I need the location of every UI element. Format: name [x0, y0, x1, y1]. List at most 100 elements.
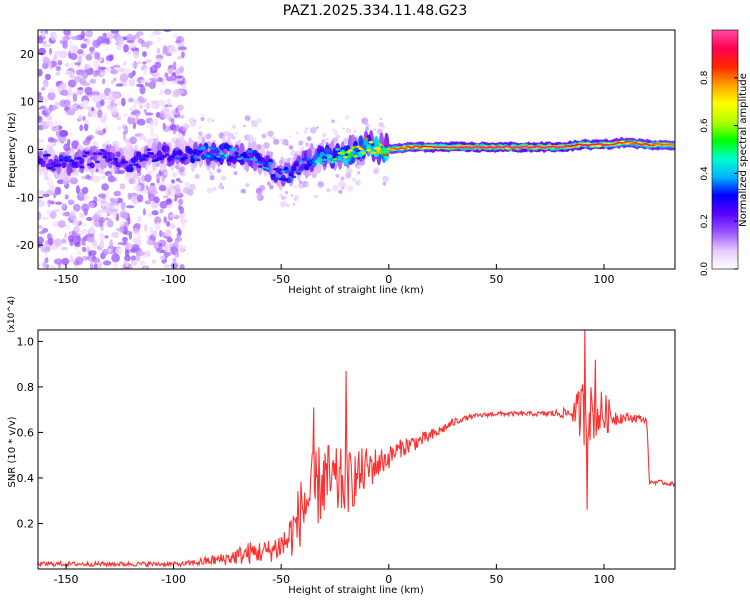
spectrogram-ridge-cell	[554, 147, 560, 149]
spectrogram-noise-point	[159, 200, 168, 209]
spectrogram-noise-point	[49, 185, 56, 192]
spectrogram-noise-point	[97, 109, 103, 118]
spectrogram-noise-point	[135, 254, 141, 262]
spectrogram-noise-point	[158, 101, 166, 107]
spectrogram-noise-point	[72, 93, 78, 102]
spectrogram-ridge-cell	[291, 175, 297, 179]
spectrogram-ridge-cell	[45, 153, 51, 157]
spectrogram-noise-point	[139, 85, 146, 95]
spectrogram-ridge-cell	[301, 157, 307, 161]
spectrogram-noise-point	[143, 137, 148, 143]
spectrogram-noise-point	[155, 173, 161, 181]
spectrogram-noise-point	[150, 33, 156, 38]
spectrogram-ridge-cell	[143, 154, 150, 158]
spectrogram-ridge-cell	[366, 144, 372, 151]
spectrogram-noise-point	[166, 198, 172, 205]
spectrogram-noise-point	[38, 138, 43, 143]
spectrogram-noise-point	[365, 123, 370, 127]
spectrogram-ridge-cell	[211, 154, 217, 161]
spectrogram-noise-point	[355, 164, 362, 170]
spectrogram-noise-point	[166, 204, 173, 209]
spectrogram-ridge-cell	[239, 142, 245, 155]
spectrogram-noise-point	[284, 191, 289, 195]
spectrogram-noise-point	[101, 183, 109, 191]
spectrogram-noise-point	[136, 61, 143, 65]
spectrogram-ridge-cell	[156, 157, 162, 160]
spectrogram-noise-point	[133, 99, 137, 108]
spectrogram-noise-point	[48, 237, 54, 246]
spectrogram-noise-point	[124, 242, 133, 249]
spectrogram-noise-point	[38, 115, 43, 124]
spectrogram-ridge-cell	[182, 156, 188, 160]
spectrogram-noise-point	[122, 132, 127, 141]
spectrogram-ridge-cell	[265, 167, 271, 171]
spectrogram-noise-point	[177, 55, 182, 60]
spectrogram-noise-point	[97, 198, 106, 202]
spectrogram-noise-point	[65, 110, 75, 116]
spectrogram-noise-point	[38, 211, 42, 221]
spectrogram-noise-point	[100, 175, 106, 180]
spectrogram-ridge-cell	[293, 163, 299, 167]
spectrogram-noise-point	[345, 167, 353, 175]
spectrogram-noise-point	[133, 222, 141, 229]
spectrogram-noise-point	[92, 39, 101, 48]
spectrogram-noise-point	[61, 257, 70, 265]
spectrogram-noise-point	[84, 86, 93, 95]
spectrogram-xtick-label: -50	[272, 273, 290, 286]
spectrogram-ytick-label: -10	[16, 191, 34, 204]
spectrogram-noise-point	[62, 40, 68, 49]
spectrogram-ridge-cell	[195, 158, 201, 162]
spectrogram-ytick-label: 0	[27, 144, 34, 157]
spectrogram-noise-point	[101, 249, 109, 256]
spectrogram-noise-point	[212, 119, 215, 122]
spectrogram-noise-point	[122, 213, 128, 219]
spectrogram-ridge-cell	[239, 158, 245, 165]
figure-title: PAZ1.2025.334.11.48.G23	[283, 3, 468, 19]
spectrogram-noise-point	[180, 171, 186, 177]
spectrogram-noise-point	[113, 64, 121, 68]
spectrogram-ridge-cell	[105, 151, 111, 155]
spectrogram-ridge-cell	[342, 155, 348, 159]
spectrogram-ridge-cell	[164, 145, 170, 152]
spectrogram-noise-point	[382, 126, 386, 129]
spectrogram-noise-point	[144, 82, 149, 87]
spectrogram-ridge-cell	[296, 170, 302, 173]
spectrogram-noise-point	[69, 132, 74, 137]
spectrogram-noise-point	[345, 115, 350, 120]
spectrogram-noise-point	[92, 242, 98, 249]
spectrogram-ridge-cell	[329, 160, 335, 164]
spectrogram-noise-point	[124, 125, 129, 135]
spectrogram-ridge-cell	[335, 148, 341, 151]
spectrogram-noise-point	[42, 193, 50, 198]
spectrogram-noise-point	[184, 182, 190, 188]
spectrogram-noise-point	[188, 183, 196, 191]
snr-series-line	[38, 330, 675, 569]
spectrogram-noise-point	[166, 237, 173, 243]
spectrogram-noise-point	[39, 230, 45, 235]
spectrogram-noise-point	[338, 181, 345, 188]
spectrogram-noise-point	[115, 247, 123, 255]
spectrogram-ridge-cell	[141, 158, 147, 161]
spectrogram-ylabel: Frequency (Hz)	[7, 112, 18, 188]
spectrogram-noise-point	[43, 56, 50, 64]
spectrogram-ridge-cell	[621, 142, 627, 144]
spectrogram-noise-point	[137, 177, 141, 184]
spectrogram-noise-point	[163, 264, 171, 268]
spectrogram-noise-point	[149, 226, 154, 236]
spectrogram-ridge-cell	[551, 145, 558, 148]
spectrogram-noise-point	[109, 208, 119, 213]
spectrogram-noise-point	[163, 113, 172, 120]
spectrogram-noise-point	[85, 174, 91, 180]
spectrogram-noise-point	[156, 247, 161, 252]
colorbar-ticks: 0.0 0.2 0.4 0.6 0.8	[700, 70, 738, 276]
spectrogram-noise-point	[88, 250, 97, 256]
spectrogram-noise-point	[142, 104, 151, 108]
spectrogram-noise-point	[91, 257, 101, 264]
spectrogram-noise-point	[174, 186, 181, 192]
spectrogram-ytick-label: 20	[20, 48, 34, 61]
spectrogram-noise-point	[151, 210, 159, 216]
spectrogram-noise-point	[123, 61, 127, 66]
spectrogram-noise-point	[137, 233, 141, 242]
spectrogram-ridge-cell	[306, 157, 312, 161]
